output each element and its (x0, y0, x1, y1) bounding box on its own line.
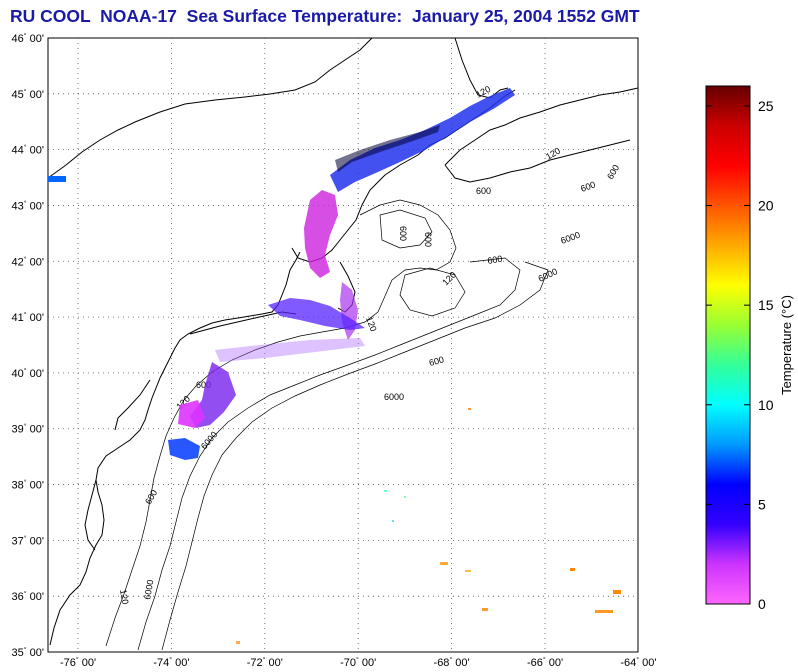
chesapeake-bay (84, 479, 97, 551)
sst-swath-massbay (304, 190, 338, 278)
contour-6000m (161, 261, 549, 651)
longitude-tick-label: -70° 00' (340, 656, 376, 669)
sst-swath-southern-ne (268, 298, 365, 330)
colorbar-title: Temperature (°C) (779, 295, 794, 395)
sst-pixel (595, 610, 613, 613)
longitude-tick-label: -74° 00' (153, 656, 189, 669)
latitude-tick-label: 39° 00' (12, 423, 44, 436)
latitude-tick-label: 40° 00' (12, 367, 44, 380)
contour-label: 6000 (142, 579, 155, 600)
sst-pixel (48, 176, 66, 182)
sst-pixel (392, 520, 394, 522)
colorbar-ticks: 0 5 10 15 20 25 (706, 98, 774, 612)
sst-swath-nj-magenta (178, 400, 205, 428)
latitude-tick-label: 46° 00' (12, 32, 44, 45)
sst-swath-delmarva (168, 438, 200, 460)
colorbar-tick-label: 20 (758, 198, 774, 214)
contour-label: 120 (364, 315, 379, 333)
latitude-tick-label: 43° 00' (12, 199, 44, 212)
longitude-tick-label: -72° 00' (247, 656, 283, 669)
latitude-tick-label: 44° 00' (12, 144, 44, 157)
latitude-tick-label: 38° 00' (12, 479, 44, 492)
sst-pixel (482, 608, 488, 611)
sst-pixel (404, 496, 406, 498)
sst-swath-shelf-streaks (215, 338, 365, 362)
georges-bank-ring (399, 267, 466, 317)
sst-pixel (465, 570, 471, 572)
latitude-tick-label: 42° 00' (12, 255, 44, 268)
colorbar-tick-label: 25 (758, 98, 774, 114)
longitude-tick-label: -66° 00' (527, 656, 563, 669)
latitude-tick-label: 41° 00' (12, 311, 44, 324)
latitude-tick-label: 36° 00' (12, 590, 44, 603)
contour-label: 600 (196, 380, 211, 390)
sst-swath-maine (330, 88, 515, 192)
latitude-axis: 46° 00' 45° 00' 44° 00' 43° 00' 42° 00' 41° 0… (12, 32, 44, 659)
latitude-tick-label: 37° 00' (12, 534, 44, 547)
contour-label: 600 (487, 254, 504, 266)
gulf-of-maine-basin (379, 209, 433, 249)
sst-pixel (384, 490, 387, 492)
map-frame (47, 37, 639, 653)
longitude-tick-label: -64° 00' (620, 656, 656, 669)
contour-label: 600 (579, 179, 597, 194)
sst-pixel (440, 562, 448, 565)
contour-label: 600 (428, 354, 445, 368)
sst-data (168, 88, 515, 460)
latitude-tick-label: 35° 00' (12, 646, 44, 659)
us-east-coastline (47, 37, 516, 646)
sst-pixel (613, 590, 621, 594)
longitude-axis: -76° 00' -74° 00' -72° 00' -70° 00' -68° 00'… (60, 656, 657, 669)
nova-scotia (444, 87, 639, 166)
bathymetry-contours (105, 199, 549, 651)
longitude-tick-label: -76° 00' (60, 656, 96, 669)
contour-label: 600 (423, 232, 433, 247)
map-title: RU COOL NOAA-17 Sea Surface Temperature:… (10, 6, 640, 26)
contour-label: 120 (118, 589, 130, 606)
nova-scotia-south (444, 139, 631, 183)
contour-label: 600 (398, 226, 408, 241)
colorbar-tick-label: 10 (758, 397, 774, 413)
contour-label: 600 (476, 186, 491, 196)
sst-pixel (236, 641, 240, 644)
coastline (47, 37, 639, 646)
colorbar-tick-label: 0 (758, 596, 766, 612)
delaware-bay (114, 379, 151, 431)
colorbar-gradient (705, 85, 751, 605)
sst-swath-maine-coast (335, 125, 440, 172)
contour-120m (105, 199, 457, 647)
latitude-tick-label: 45° 00' (12, 88, 44, 101)
sst-offshore-pixels (48, 176, 621, 644)
sst-pixel (468, 408, 471, 410)
sst-pixel (570, 568, 575, 571)
contour-label: 6000 (384, 392, 404, 402)
longitude-tick-label: -68° 00' (434, 656, 470, 669)
colorbar-tick-label: 5 (758, 496, 766, 512)
colorbar: 0 5 10 15 20 25 Temperature (°C) (705, 85, 794, 612)
contour-600m (137, 257, 521, 651)
colorbar-tick-label: 15 (758, 297, 774, 313)
